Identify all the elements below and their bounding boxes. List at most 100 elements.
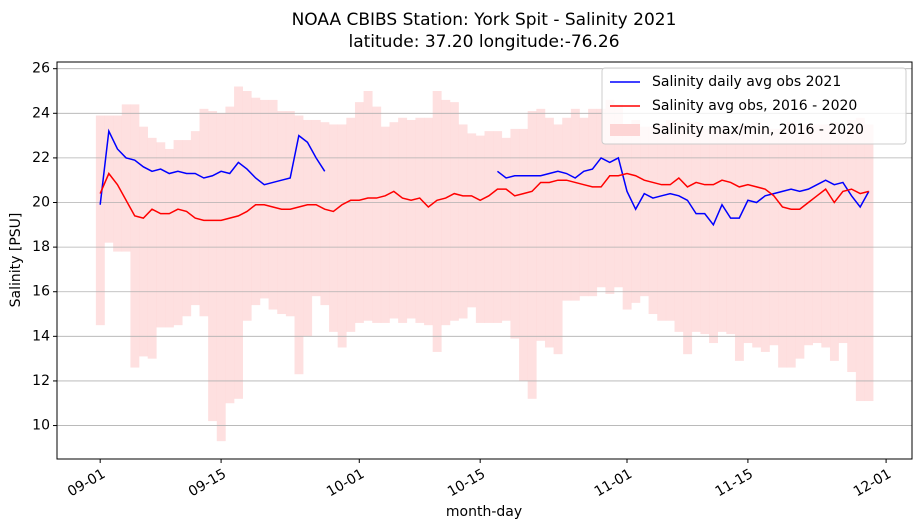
band-bar	[519, 128, 528, 381]
band-bar	[501, 137, 511, 321]
band-bar	[208, 111, 218, 422]
chart-title: NOAA CBIBS Station: York Spit - Salinity…	[292, 10, 677, 30]
band-bar	[734, 124, 744, 361]
band-bar	[493, 131, 503, 323]
band-bar	[562, 117, 572, 301]
band-bar	[769, 128, 779, 346]
y-tick-label: 10	[32, 418, 50, 434]
band-bar	[268, 99, 278, 310]
band-bar	[259, 99, 269, 299]
band-bar	[346, 117, 356, 332]
band-bar	[570, 108, 580, 301]
y-tick-label: 22	[32, 150, 50, 166]
band-bar	[406, 119, 416, 319]
legend-label: Salinity avg obs, 2016 - 2020	[652, 98, 857, 114]
legend-swatch	[610, 124, 640, 136]
y-tick-label: 20	[32, 195, 50, 211]
band-bar	[398, 117, 408, 323]
band-bar	[795, 124, 805, 359]
x-tick-label: 11-15	[713, 466, 756, 500]
band-bar	[458, 124, 468, 319]
band-bar	[225, 106, 235, 404]
band-bar	[864, 124, 874, 402]
band-bar	[527, 111, 537, 399]
band-bar	[709, 128, 718, 344]
band-bar	[139, 126, 148, 357]
band-bar	[743, 124, 753, 344]
band-bar	[294, 115, 304, 375]
band-bar	[113, 115, 123, 252]
band-bar	[130, 104, 140, 368]
band-bar	[778, 128, 788, 368]
chart-subtitle: latitude: 37.20 longitude:-76.26	[348, 32, 619, 52]
band-bar	[829, 122, 839, 361]
band-bar	[657, 124, 667, 321]
band-bar	[683, 122, 693, 355]
band-bar	[354, 102, 364, 323]
band-bar	[424, 117, 433, 326]
band-bar	[510, 128, 520, 339]
band-bar	[467, 133, 477, 308]
x-tick-label: 12-01	[851, 466, 894, 500]
band-bar	[838, 128, 848, 344]
band-bar	[639, 126, 649, 297]
band-bar	[665, 119, 675, 321]
band-bar	[804, 124, 813, 346]
x-tick-label: 09-15	[186, 466, 229, 500]
band-bar	[199, 108, 209, 317]
y-axis-label: Salinity [PSU]	[8, 213, 24, 308]
band-bar	[121, 104, 131, 252]
band-bar	[234, 86, 243, 399]
band-bar	[821, 124, 831, 348]
band-bar	[726, 131, 736, 335]
band-bar	[380, 126, 390, 323]
band-bar	[786, 122, 796, 368]
band-bar	[614, 104, 623, 288]
band-bar	[752, 122, 762, 348]
legend-label: Salinity max/min, 2016 - 2020	[652, 122, 864, 138]
y-tick-label: 26	[32, 61, 50, 77]
band-bar	[147, 137, 157, 359]
band-bar	[441, 99, 451, 326]
plot-frame	[56, 61, 913, 460]
band-bar	[691, 122, 701, 332]
band-bar	[432, 90, 442, 352]
band-bar	[372, 106, 382, 323]
band-bar	[251, 97, 261, 306]
band-bar	[812, 124, 822, 344]
y-tick-label: 24	[32, 105, 50, 121]
y-tick-label: 14	[32, 328, 50, 344]
band-bar	[173, 140, 183, 326]
y-tick-label: 18	[32, 239, 50, 255]
band-bar	[631, 119, 641, 303]
x-tick-label: 11-01	[592, 466, 635, 500]
band-bar	[579, 117, 589, 297]
series-line	[99, 172, 870, 222]
band-bar	[484, 131, 494, 323]
band-bar	[847, 119, 857, 373]
band-bar	[337, 124, 347, 348]
band-bar	[277, 111, 287, 315]
band-bar	[622, 124, 632, 310]
series-line	[99, 128, 870, 227]
band-bar	[311, 119, 321, 297]
band-bar	[674, 122, 684, 332]
band-bar	[415, 117, 425, 323]
band-bar	[285, 111, 295, 317]
band-bar	[605, 99, 615, 294]
band-bar	[389, 122, 399, 319]
band-bar	[544, 117, 554, 348]
x-tick-label: 10-15	[445, 466, 488, 500]
band-bar	[104, 115, 114, 243]
band-bar	[320, 122, 330, 306]
band-bar	[596, 108, 606, 288]
band-bar	[329, 124, 338, 332]
band-bar	[717, 126, 727, 332]
band-bar	[182, 140, 192, 317]
band-bar	[303, 119, 313, 337]
band-bar	[475, 135, 485, 323]
x-tick-label: 10-01	[324, 466, 367, 500]
band-bar	[553, 124, 563, 355]
band-bar	[449, 102, 459, 321]
